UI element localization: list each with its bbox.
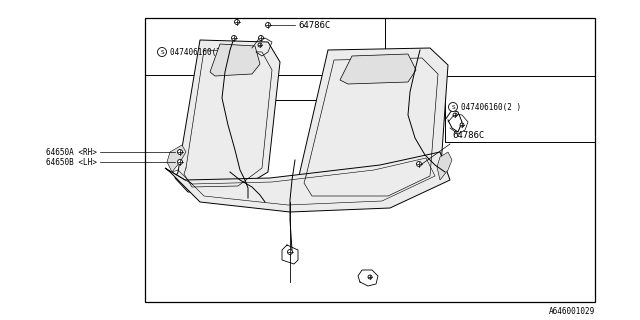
Text: S: S xyxy=(160,50,164,54)
Text: A646001029: A646001029 xyxy=(548,308,595,316)
Circle shape xyxy=(177,159,182,164)
Text: 047406160(2 ): 047406160(2 ) xyxy=(461,102,521,111)
Circle shape xyxy=(368,275,372,279)
Circle shape xyxy=(258,43,262,47)
Circle shape xyxy=(234,20,239,25)
Text: 64650A <RH>: 64650A <RH> xyxy=(46,148,97,156)
Text: 64786C: 64786C xyxy=(298,20,330,29)
Bar xyxy=(445,76,595,142)
Polygon shape xyxy=(210,44,260,76)
Text: S: S xyxy=(451,105,455,109)
Circle shape xyxy=(259,36,264,41)
Text: 047406160(2 ): 047406160(2 ) xyxy=(170,47,230,57)
Text: 64786C: 64786C xyxy=(452,131,484,140)
Circle shape xyxy=(157,47,166,57)
Bar xyxy=(145,18,595,302)
Polygon shape xyxy=(165,152,450,212)
Polygon shape xyxy=(167,145,186,172)
Circle shape xyxy=(266,22,271,28)
Polygon shape xyxy=(340,54,416,84)
Circle shape xyxy=(453,113,457,117)
Circle shape xyxy=(460,123,464,127)
Polygon shape xyxy=(437,152,452,180)
Circle shape xyxy=(449,102,458,111)
Text: 64650B <LH>: 64650B <LH> xyxy=(46,157,97,166)
Bar xyxy=(145,18,385,75)
Circle shape xyxy=(417,162,422,166)
Polygon shape xyxy=(295,48,448,202)
Bar xyxy=(230,100,350,190)
Circle shape xyxy=(232,36,237,41)
Circle shape xyxy=(177,149,182,155)
Polygon shape xyxy=(175,40,280,192)
Circle shape xyxy=(287,250,292,254)
